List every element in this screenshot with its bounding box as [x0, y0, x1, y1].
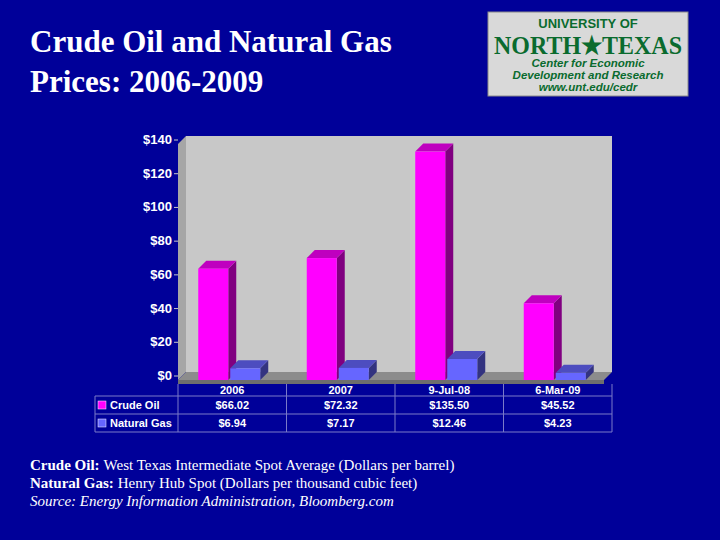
- bar-front: [339, 368, 369, 380]
- tick-mark: [174, 342, 178, 343]
- data-label: $66.02: [215, 399, 249, 411]
- logo-text: NORTH★TEXAS: [494, 32, 682, 59]
- bar-side: [445, 144, 453, 380]
- x-tick-label: 2006: [220, 384, 244, 396]
- note-term: Natural Gas:: [30, 475, 114, 491]
- bar: [524, 295, 562, 380]
- tick-mark: [174, 308, 178, 309]
- bar: [307, 250, 345, 380]
- y-tick-label: $120: [143, 166, 172, 181]
- bar-front: [415, 152, 445, 380]
- bar: [556, 365, 594, 380]
- logo-text: Development and Research: [513, 69, 664, 81]
- bar-front: [447, 359, 477, 380]
- data-label: $45.52: [541, 399, 575, 411]
- y-tick-label: $0: [158, 368, 172, 383]
- y-tick-label: $60: [150, 267, 172, 282]
- bar: [415, 144, 453, 380]
- y-tick-label: $80: [150, 233, 172, 248]
- bar-top: [230, 360, 268, 368]
- y-tick-label: $40: [150, 301, 172, 316]
- y-tick-label: $140: [143, 132, 172, 147]
- legend-swatch: [98, 401, 106, 409]
- bar-side: [228, 261, 236, 380]
- data-label: $12.46: [432, 417, 466, 429]
- bar-side: [554, 295, 562, 380]
- background: [0, 0, 720, 540]
- table-line: [612, 384, 613, 432]
- data-label: $4.23: [544, 417, 572, 429]
- table-line: [95, 414, 612, 415]
- page: Crude Oil and Natural Gas Prices: 2006-20…: [0, 0, 720, 540]
- note-term: Crude Oil:: [30, 457, 100, 473]
- x-tick-label: 6-Mar-09: [535, 384, 580, 396]
- tick-mark: [174, 376, 178, 377]
- logo-box: [488, 12, 688, 96]
- legend-label: Crude Oil: [110, 399, 160, 411]
- data-label: $72.32: [324, 399, 358, 411]
- logo-text: www.unt.edu/cedr: [539, 81, 638, 93]
- bar-side: [337, 250, 345, 380]
- logo-text: Center for Economic: [531, 57, 645, 69]
- bars: [198, 144, 594, 380]
- bar-front: [198, 269, 228, 380]
- table-line: [503, 384, 504, 432]
- y-tick-label: $20: [150, 334, 172, 349]
- data-label: $6.94: [218, 417, 246, 429]
- side-wall: [178, 136, 186, 380]
- table-line: [395, 384, 396, 432]
- bar-top: [415, 144, 453, 152]
- bar-front: [524, 303, 554, 380]
- bar: [198, 261, 236, 380]
- data-label: $7.17: [327, 417, 355, 429]
- note-text: Henry Hub Spot (Dollars per thousand cub…: [118, 475, 418, 492]
- tick-mark: [174, 173, 178, 174]
- tick-mark: [174, 274, 178, 275]
- bar: [339, 360, 377, 380]
- y-tick-label: $100: [143, 199, 172, 214]
- table-line: [286, 384, 287, 432]
- bar-top: [447, 351, 485, 359]
- title-line: Prices: 2006-2009: [30, 64, 263, 99]
- tick-mark: [174, 241, 178, 242]
- bar-top: [198, 261, 236, 269]
- bar-top: [556, 365, 594, 373]
- bar-front: [230, 368, 260, 380]
- legend-label: Natural Gas: [110, 417, 172, 429]
- bar-top: [524, 295, 562, 303]
- source: Source: Energy Information Administratio…: [30, 493, 394, 509]
- bar-top: [339, 360, 377, 368]
- note-text: West Texas Intermediate Spot Average (Do…: [104, 457, 455, 474]
- table-line: [178, 384, 179, 432]
- x-tick-label: 9-Jul-08: [428, 384, 470, 396]
- logo-text: UNIVERSITY OF: [538, 16, 638, 31]
- bar: [230, 360, 268, 380]
- x-tick-label: 2007: [329, 384, 353, 396]
- table-line: [95, 396, 96, 432]
- bar-front: [307, 258, 337, 380]
- data-label: $135.50: [429, 399, 469, 411]
- note: Crude Oil:West Texas Intermediate Spot A…: [30, 457, 454, 474]
- note: Natural Gas:Henry Hub Spot (Dollars per …: [30, 475, 417, 492]
- tick-mark: [174, 140, 178, 141]
- bar-top: [307, 250, 345, 258]
- title: Crude Oil and Natural Gas Prices: 2006-20…: [30, 24, 392, 99]
- legend-swatch: [98, 419, 106, 427]
- tick-mark: [174, 207, 178, 208]
- table-line: [95, 432, 612, 433]
- title-line: Crude Oil and Natural Gas: [30, 24, 392, 59]
- bar-front: [556, 373, 586, 380]
- bar: [447, 351, 485, 380]
